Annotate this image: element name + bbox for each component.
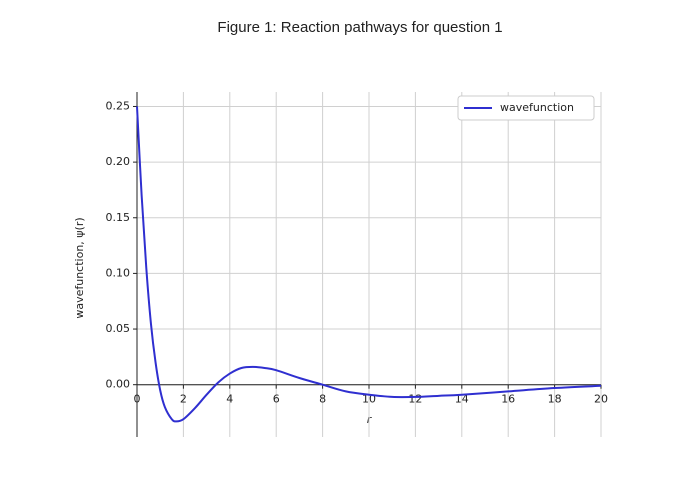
chart-title: Figure 1: Reaction pathways for question…: [217, 19, 502, 36]
x-tick-label: 18: [548, 393, 562, 406]
x-tick-label: 20: [594, 393, 608, 406]
x-tick-label: 14: [455, 393, 469, 406]
y-axis-label: wavefunction, ψ(r): [73, 217, 86, 318]
x-axis-label: r: [367, 413, 373, 426]
legend-label: wavefunction: [500, 101, 574, 114]
x-tick-label: 4: [226, 393, 233, 406]
y-tick-label: 0.15: [106, 211, 131, 224]
y-tick-label: 0.25: [106, 99, 131, 112]
y-tick-label: 0.10: [106, 266, 131, 279]
y-tick-label: 0.00: [106, 378, 131, 391]
legend-box: [457, 95, 595, 121]
x-tick-label: 16: [501, 393, 515, 406]
x-tick-label: 8: [319, 393, 326, 406]
x-tick-label: 6: [273, 393, 280, 406]
y-tick-label: 0.05: [106, 322, 131, 335]
x-tick-label: 12: [408, 393, 422, 406]
y-tick-label: 0.20: [106, 155, 131, 168]
data-line: [136, 106, 602, 423]
x-tick-label: 2: [180, 393, 187, 406]
